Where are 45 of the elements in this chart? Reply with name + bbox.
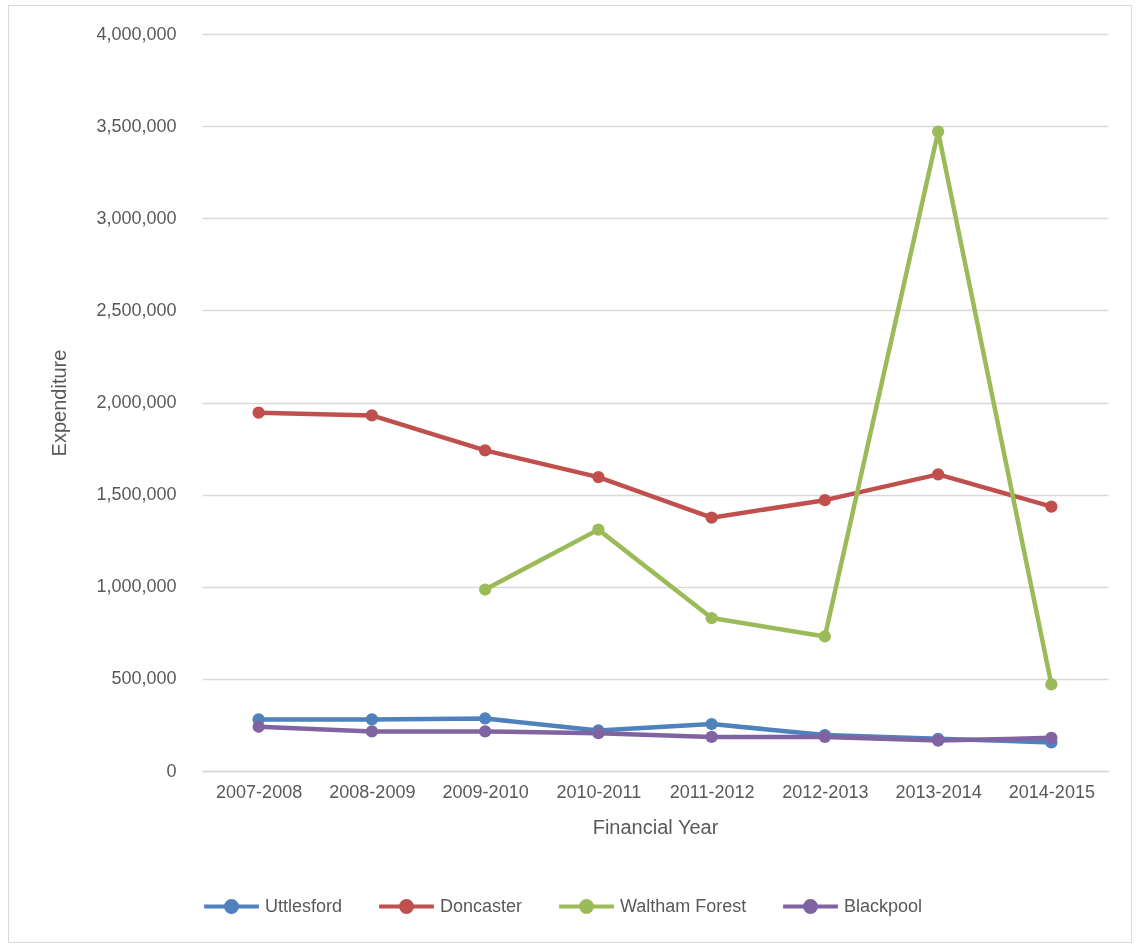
legend-label: Uttlesford	[265, 895, 343, 916]
y-tick-label: 3,500,000	[96, 115, 177, 136]
point	[592, 471, 605, 484]
x-tick-label: 2008-2009	[329, 781, 416, 802]
point	[705, 611, 718, 625]
point	[479, 583, 492, 596]
point	[365, 409, 378, 422]
point	[932, 468, 945, 481]
y-tick-label: 2,000,000	[96, 392, 177, 412]
legend-label: Blackpool	[844, 895, 923, 916]
point	[252, 720, 265, 733]
x-tick-label: 2014-2015	[1008, 781, 1095, 802]
legend-label: Doncaster	[440, 895, 523, 916]
point	[932, 125, 945, 138]
point	[705, 717, 718, 731]
point	[479, 444, 492, 457]
y-axis-title: Expenditure	[48, 349, 71, 457]
point	[365, 725, 378, 738]
point	[1045, 678, 1058, 691]
point	[479, 712, 492, 725]
point	[592, 523, 605, 536]
x-tick-label: 2012-2013	[782, 781, 869, 802]
y-tick-label: 4,000,000	[96, 23, 177, 44]
y-tick-label: 3,000,000	[96, 207, 177, 228]
x-tick-label: 2010-2011	[556, 781, 642, 802]
legend-label: Waltham Forest	[620, 895, 747, 916]
point	[252, 406, 265, 419]
x-tick-label: 2009-2010	[442, 781, 529, 802]
point	[818, 630, 831, 643]
y-tick-label: 2,500,000	[96, 299, 177, 320]
y-tick-label: 1,500,000	[96, 484, 177, 505]
point	[705, 730, 718, 744]
point	[365, 713, 378, 726]
x-tick-label: 2013-2014	[895, 781, 982, 802]
x-tick-label: 2007-2008	[216, 781, 303, 802]
x-axis-title: Financial Year	[592, 815, 719, 838]
y-tick-label: 1,000,000	[96, 576, 177, 597]
x-tick-label: 2011-2012	[669, 781, 755, 802]
point	[818, 494, 831, 507]
point	[705, 511, 718, 524]
point	[479, 725, 492, 738]
y-tick-label: 0	[166, 760, 177, 781]
point	[1045, 500, 1058, 513]
y-tick-label: 500,000	[111, 668, 177, 689]
point	[1045, 731, 1058, 744]
